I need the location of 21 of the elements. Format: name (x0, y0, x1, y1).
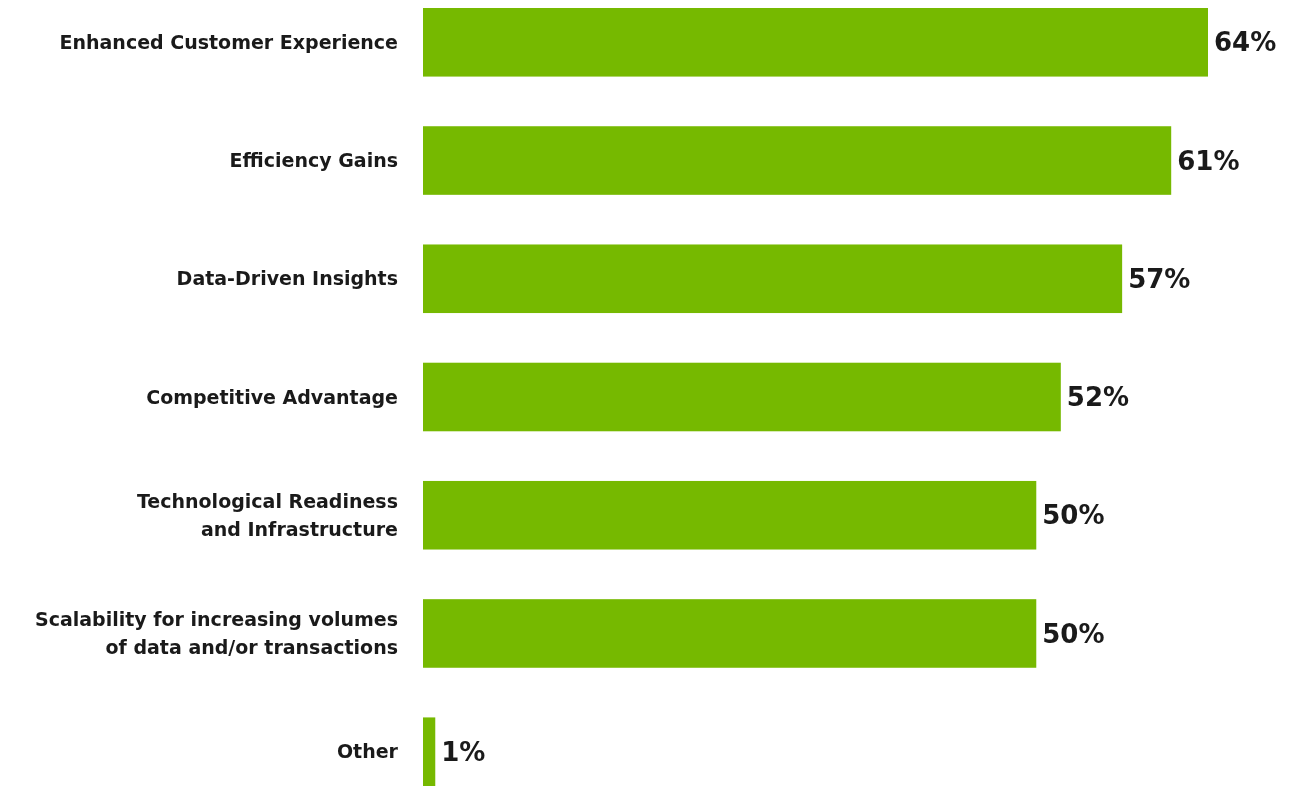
bar (423, 244, 1123, 314)
y-tick-label: Data-Driven Insights (176, 267, 398, 290)
bar (423, 8, 1208, 77)
data-label: 64% (1214, 27, 1277, 58)
data-label: 50% (1042, 500, 1105, 531)
bar (423, 126, 1172, 195)
y-tick-label: Other (336, 740, 399, 763)
y-tick-label: Competitive Advantage (146, 385, 398, 408)
data-label: 57% (1128, 263, 1191, 294)
data-label: 61% (1177, 145, 1240, 176)
y-tick-label: Technological Readiness and Infrastructure (136, 489, 398, 540)
data-label: 1% (441, 736, 486, 767)
data-label: 50% (1042, 618, 1105, 649)
bar (423, 362, 1061, 432)
bar (423, 717, 436, 786)
y-tick-label: Enhanced Customer Experience (59, 30, 398, 53)
bar (423, 599, 1037, 668)
y-tick-label: Scalability for increasing volumes of data and/or transactions (34, 608, 398, 659)
data-label: 52% (1066, 382, 1130, 413)
y-tick-label: Efficiency Gains (229, 149, 398, 172)
bar (423, 480, 1037, 550)
